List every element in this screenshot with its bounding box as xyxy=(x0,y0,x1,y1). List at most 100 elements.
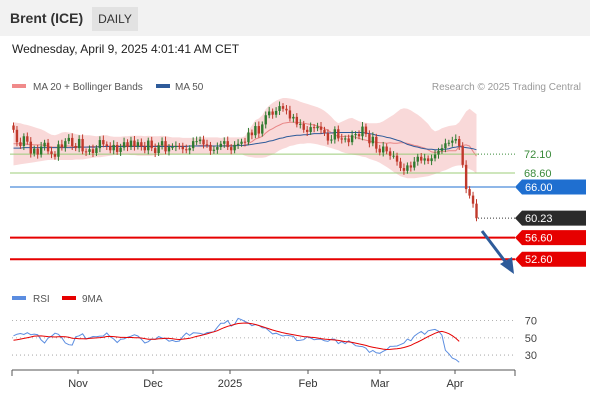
candle xyxy=(357,130,361,140)
candle-body xyxy=(243,141,247,143)
candle-body xyxy=(122,142,126,148)
candle xyxy=(471,191,475,208)
candle-body xyxy=(74,145,77,149)
candle xyxy=(451,136,454,147)
candle xyxy=(330,134,333,144)
time-tick-label: Apr xyxy=(446,378,463,390)
candle xyxy=(77,135,81,153)
candle-body xyxy=(451,140,454,143)
ma9-legend-swatch xyxy=(62,296,76,300)
candle xyxy=(344,135,347,143)
candle-body xyxy=(157,145,160,153)
candle-body xyxy=(216,147,219,150)
candle xyxy=(64,138,67,152)
candle xyxy=(46,138,50,155)
candle xyxy=(60,139,64,151)
candle xyxy=(88,145,91,155)
candle xyxy=(264,111,267,129)
candle xyxy=(226,136,229,151)
candle xyxy=(302,120,305,133)
credit-text: Research © 2025 Trading Central xyxy=(432,82,581,93)
candle xyxy=(261,121,264,137)
candle xyxy=(385,143,388,155)
candle-body xyxy=(81,138,84,152)
candle-body xyxy=(257,126,261,134)
candle xyxy=(150,136,153,152)
candle-body xyxy=(399,161,402,169)
candle xyxy=(430,154,433,166)
candle xyxy=(147,137,150,155)
candle xyxy=(361,121,364,141)
candle xyxy=(347,134,350,147)
candle-body xyxy=(444,143,447,149)
candle-body xyxy=(368,134,371,144)
candle-body xyxy=(468,189,471,196)
candle xyxy=(29,137,32,158)
candle-body xyxy=(382,146,385,153)
candle-body xyxy=(164,141,167,152)
candle xyxy=(274,107,278,118)
candle-body xyxy=(95,148,98,153)
candle-body xyxy=(420,156,423,161)
candle-body xyxy=(202,139,205,145)
candle-body xyxy=(57,144,60,157)
candle-body xyxy=(361,126,364,137)
candle xyxy=(140,138,143,151)
candle-body xyxy=(340,138,343,140)
candle xyxy=(243,137,247,147)
candle-body xyxy=(36,148,39,155)
candle xyxy=(91,144,95,158)
candle xyxy=(12,122,15,133)
candle xyxy=(323,126,326,137)
candle-body xyxy=(337,129,340,139)
candle xyxy=(102,135,105,148)
rsi-line xyxy=(13,317,460,363)
candle-body xyxy=(371,136,375,144)
candle-body xyxy=(105,144,108,146)
candle xyxy=(340,133,343,144)
price-levels xyxy=(10,153,515,261)
time-tick-label: Dec xyxy=(143,378,163,390)
arrow-shaft xyxy=(480,230,509,265)
candle-body xyxy=(60,144,64,148)
candle xyxy=(285,105,288,115)
timeframe-badge[interactable] xyxy=(92,7,138,31)
candle xyxy=(354,131,357,140)
candle-body xyxy=(440,148,444,151)
candle-body xyxy=(188,148,191,151)
candle-body xyxy=(50,151,53,155)
candle-body xyxy=(129,140,133,148)
candle xyxy=(444,138,447,153)
candle xyxy=(33,145,36,157)
candle xyxy=(53,151,57,160)
candle-body xyxy=(395,155,399,162)
candle-body xyxy=(53,154,57,157)
time-tick-label: Mar xyxy=(371,378,390,390)
candle-body xyxy=(288,110,292,119)
candle xyxy=(119,143,122,156)
candle xyxy=(236,139,240,149)
candle xyxy=(122,137,126,151)
candle xyxy=(299,119,302,129)
candle-body xyxy=(209,144,212,151)
candle-body xyxy=(316,126,319,129)
candle-body xyxy=(153,148,157,153)
candle-body xyxy=(223,141,226,144)
level-label-60.23: 60.23 xyxy=(525,213,553,225)
candle-body xyxy=(236,143,240,145)
candle-body xyxy=(91,149,95,153)
candle xyxy=(333,126,337,144)
candle-body xyxy=(326,133,330,141)
candle-body xyxy=(254,126,257,136)
candle xyxy=(81,134,84,155)
candle xyxy=(98,136,102,153)
candle-body xyxy=(461,145,464,165)
candle xyxy=(185,144,188,154)
candle-body xyxy=(198,139,202,142)
candle-body xyxy=(26,136,29,142)
candle-body xyxy=(98,140,102,149)
candle xyxy=(39,141,43,158)
candle xyxy=(26,132,29,145)
candle-body xyxy=(447,142,451,144)
